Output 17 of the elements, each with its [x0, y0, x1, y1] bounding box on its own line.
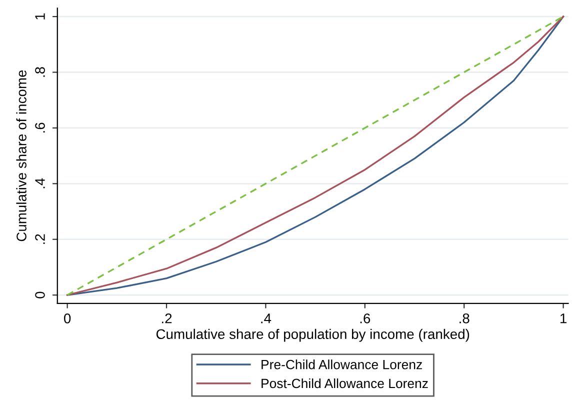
- legend-label: Pre-Child Allowance Lorenz: [262, 360, 422, 370]
- line-series: [66, 16, 564, 296]
- y-tick-label: .2: [35, 234, 45, 244]
- y-tick-label: .8: [35, 67, 45, 77]
- x-tick-label: .4: [261, 314, 272, 324]
- y-tick-label: 0: [35, 292, 45, 298]
- legend-label: Post-Child Allowance Lorenz: [262, 378, 428, 388]
- y-axis-title: Cumulative share of income: [16, 70, 26, 242]
- y-tick-label: 1: [35, 13, 45, 20]
- x-tick-label: .6: [360, 313, 370, 324]
- x-tick-label: 1: [560, 314, 566, 324]
- x-tick-label: 0: [64, 313, 71, 324]
- y-tick-label: .6: [35, 122, 45, 132]
- x-tick-label: .2: [162, 313, 172, 324]
- x-tick-label: .8: [460, 313, 470, 324]
- y-tick-label: .4: [35, 178, 45, 188]
- x-axis-title: Cumulative share of population by income (ranked): [156, 328, 470, 342]
